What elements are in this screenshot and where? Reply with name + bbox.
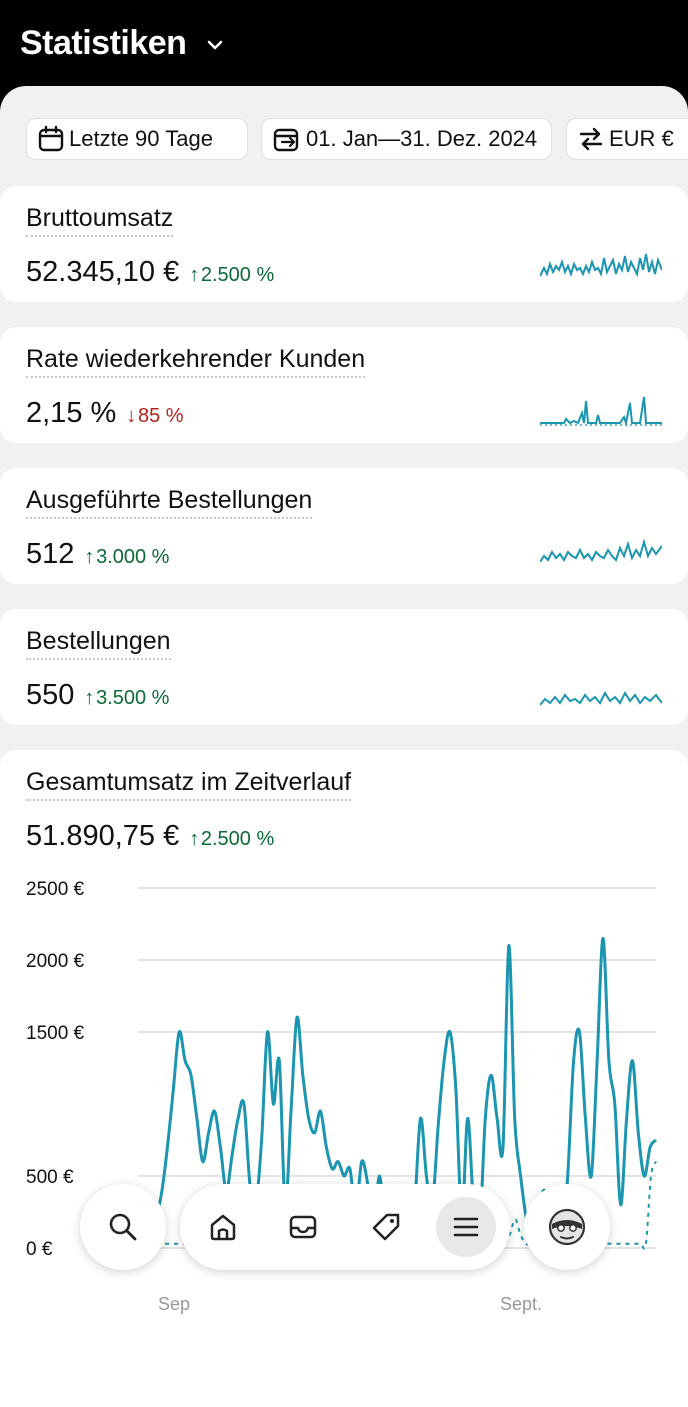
- metric-value-row: 512 ↑ 3.000 %: [26, 538, 169, 571]
- tag-icon: [372, 1213, 400, 1241]
- date-range-chip[interactable]: Letzte 90 Tage: [26, 118, 248, 160]
- date-range-label: Letzte 90 Tage: [69, 126, 213, 151]
- arrow-up-icon: ↑: [189, 828, 200, 850]
- metric-delta-value: 2.500 %: [200, 264, 275, 286]
- search-icon: [109, 1213, 137, 1241]
- content-sheet: Letzte 90 Tage 01. Jan—31. Dez. 2024 EUR…: [0, 86, 688, 1407]
- y-tick-label: 1500 €: [26, 1023, 85, 1044]
- metric-delta-value: 85 %: [137, 405, 184, 427]
- metric-value-row: 51.890,75 € ↑ 2.500 %: [26, 820, 274, 853]
- avatar-icon: [548, 1208, 586, 1246]
- x-tick-label: Sept.: [500, 1294, 543, 1314]
- y-tick-label: 500 €: [26, 1167, 74, 1188]
- metric-delta: ↑ 3.500 %: [84, 687, 169, 710]
- arrow-up-icon: ↑: [84, 687, 95, 709]
- metric-value-row: 2,15 % ↓ 85 %: [26, 397, 184, 430]
- inbox-icon: [289, 1215, 317, 1239]
- metric-value: 2,15 %: [26, 397, 117, 429]
- metric-title[interactable]: Bestellungen: [26, 627, 171, 660]
- metric-card-orders[interactable]: Bestellungen 550 ↑ 3.500 %: [0, 609, 688, 725]
- calendar-icon: [38, 125, 64, 152]
- chart-card-total-sales[interactable]: Gesamtumsatz im Zeitverlauf 51.890,75 € …: [0, 750, 688, 1407]
- metric-delta: ↑ 3.000 %: [84, 546, 169, 569]
- y-tick-label: 0 €: [26, 1239, 53, 1260]
- home-icon: [210, 1214, 236, 1241]
- sparkline: [540, 253, 662, 278]
- y-tick-label: 2000 €: [26, 951, 85, 972]
- metric-delta: ↑ 2.500 %: [189, 264, 274, 287]
- menu-icon: [453, 1217, 479, 1237]
- sparkline: [540, 396, 662, 427]
- metric-card-returning-customers[interactable]: Rate wiederkehrender Kunden 2,15 % ↓ 85 …: [0, 327, 688, 443]
- currency-label: EUR €: [609, 126, 674, 151]
- chart-delta: ↑ 2.500 %: [189, 828, 274, 851]
- metric-value-row: 52.345,10 € ↑ 2.500 %: [26, 256, 274, 289]
- arrow-up-icon: ↑: [189, 264, 200, 286]
- metric-title[interactable]: Ausgeführte Bestellungen: [26, 486, 313, 519]
- filter-bar: Letzte 90 Tage 01. Jan—31. Dez. 2024 EUR…: [0, 116, 688, 164]
- account-avatar-button[interactable]: [524, 1184, 610, 1270]
- currency-chip[interactable]: EUR €: [566, 118, 688, 160]
- calendar-compare-icon: [273, 128, 299, 152]
- metric-title[interactable]: Rate wiederkehrender Kunden: [26, 345, 366, 378]
- chart-delta-value: 2.500 %: [200, 828, 275, 850]
- page-title[interactable]: Statistiken: [20, 24, 187, 62]
- swap-icon: [579, 127, 603, 151]
- metric-value-row: 550 ↑ 3.500 %: [26, 679, 169, 712]
- sparkline: [540, 538, 662, 563]
- arrow-up-icon: ↑: [84, 546, 95, 568]
- arrow-down-icon: ↓: [126, 405, 137, 427]
- compare-date-chip[interactable]: 01. Jan—31. Dez. 2024: [261, 118, 552, 160]
- metric-value: 512: [26, 538, 75, 570]
- nav-products-button[interactable]: [356, 1197, 416, 1257]
- metric-value: 550: [26, 679, 75, 711]
- metric-delta-value: 3.000 %: [96, 546, 170, 568]
- metric-delta: ↓ 85 %: [126, 405, 183, 428]
- metric-title[interactable]: Bruttoumsatz: [26, 204, 174, 237]
- bottom-nav-bar: [180, 1184, 510, 1270]
- nav-menu-button[interactable]: [436, 1197, 496, 1257]
- nav-orders-button[interactable]: [273, 1197, 333, 1257]
- y-tick-label: 2500 €: [26, 879, 85, 900]
- metric-value: 52.345,10 €: [26, 256, 180, 288]
- chart-title[interactable]: Gesamtumsatz im Zeitverlauf: [26, 768, 352, 801]
- search-button[interactable]: [80, 1184, 166, 1270]
- compare-date-label: 01. Jan—31. Dez. 2024: [306, 126, 538, 151]
- chart-total-value: 51.890,75 €: [26, 820, 180, 852]
- x-tick-label: Sep: [158, 1294, 191, 1314]
- metric-delta-value: 3.500 %: [96, 687, 170, 709]
- app-header: Statistiken: [0, 0, 688, 100]
- nav-home-button[interactable]: [193, 1197, 253, 1257]
- chevron-down-icon[interactable]: [206, 38, 224, 52]
- metric-card-gross-sales[interactable]: Bruttoumsatz 52.345,10 € ↑ 2.500 %: [0, 186, 688, 302]
- metric-card-fulfilled-orders[interactable]: Ausgeführte Bestellungen 512 ↑ 3.000 %: [0, 468, 688, 584]
- sparkline: [540, 690, 662, 706]
